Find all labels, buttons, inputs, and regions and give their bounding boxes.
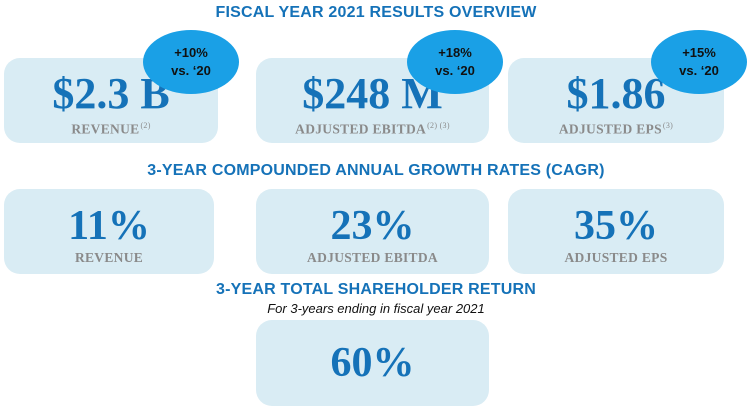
eps-label-text: ADJUSTED EPS xyxy=(558,121,662,137)
cagr-eps-label: ADJUSTED EPS xyxy=(564,250,668,265)
eps-change-bubble: +15% vs. ‘20 xyxy=(651,30,747,94)
revenue-change: +10% xyxy=(174,45,208,61)
ebitda-change: +18% xyxy=(438,45,472,61)
cagr-eps-card: 35% ADJUSTED EPS xyxy=(508,189,724,274)
cagr-revenue-value: 11% xyxy=(68,203,150,249)
revenue-label: REVENUE(2) xyxy=(4,122,218,136)
cagr-revenue-card: 11% REVENUE xyxy=(4,189,214,274)
cagr-heading: 3-YEAR COMPOUNDED ANNUAL GROWTH RATES (C… xyxy=(147,162,605,179)
ebitda-label-text: ADJUSTED EBITDA xyxy=(295,121,427,137)
ebitda-label: ADJUSTED EBITDA(2) (3) xyxy=(256,122,489,136)
revenue-label-text: REVENUE xyxy=(71,121,140,137)
revenue-vs: vs. ‘20 xyxy=(171,63,211,78)
cagr-eps-value: 35% xyxy=(574,203,658,249)
cagr-revenue-label: REVENUE xyxy=(74,250,144,265)
eps-change: +15% xyxy=(682,45,716,61)
eps-label: ADJUSTED EPS(3) xyxy=(508,122,724,136)
ebitda-vs: vs. ‘20 xyxy=(435,63,475,78)
eps-value: $1.86 xyxy=(566,69,666,118)
tsr-card: 60% xyxy=(256,320,489,406)
cagr-ebitda-card: 23% ADJUSTED EBITDA xyxy=(256,189,489,274)
ebitda-footnote: (2) (3) xyxy=(427,121,450,130)
tsr-value: 60% xyxy=(330,340,415,386)
cagr-ebitda-value: 23% xyxy=(330,203,415,249)
ebitda-change-bubble: +18% vs. ‘20 xyxy=(407,30,503,94)
eps-footnote: (3) xyxy=(662,121,674,130)
tsr-subheading: For 3-years ending in fiscal year 2021 xyxy=(267,301,485,316)
revenue-change-bubble: +10% vs. ‘20 xyxy=(143,30,239,94)
tsr-heading: 3-YEAR TOTAL SHAREHOLDER RETURN xyxy=(216,281,536,298)
fiscal-heading: FISCAL YEAR 2021 RESULTS OVERVIEW xyxy=(215,4,537,21)
eps-vs: vs. ‘20 xyxy=(679,63,719,78)
revenue-footnote: (2) xyxy=(140,121,151,130)
cagr-ebitda-label: ADJUSTED EBITDA xyxy=(307,250,438,265)
